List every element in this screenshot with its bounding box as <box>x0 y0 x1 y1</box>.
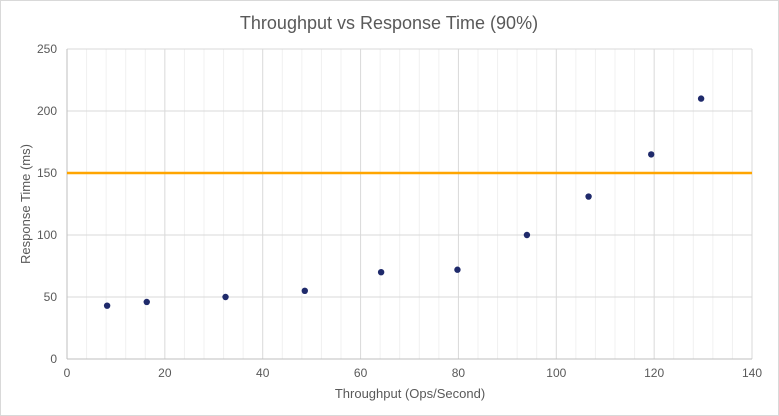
x-tick-label: 0 <box>64 366 71 380</box>
data-point <box>301 287 308 294</box>
x-tick-label: 80 <box>452 366 466 380</box>
x-tick-label: 140 <box>742 366 762 380</box>
y-tick-label: 250 <box>37 42 57 56</box>
y-axis-label: Response Time (ms) <box>18 144 33 264</box>
y-tick-label: 0 <box>50 352 57 366</box>
y-tick-labels: 0 50 100 150 200 250 <box>37 42 57 366</box>
axes <box>66 49 752 360</box>
data-point <box>377 269 385 276</box>
data-point <box>103 302 111 309</box>
y-tick-label: 50 <box>44 290 58 304</box>
x-tick-labels: 0 20 40 60 80 100 120 140 <box>64 366 763 380</box>
data-point <box>454 266 461 273</box>
x-tick-label: 120 <box>644 366 664 380</box>
chart-title: Throughput vs Response Time (90%) <box>240 13 538 33</box>
data-point <box>648 151 655 158</box>
data-point <box>523 231 531 239</box>
y-tick-label: 100 <box>37 228 57 242</box>
minor-gridlines <box>86 49 733 359</box>
major-gridlines <box>67 48 753 359</box>
data-point <box>143 298 150 306</box>
x-tick-label: 40 <box>256 366 270 380</box>
data-points <box>103 95 705 309</box>
x-tick-label: 20 <box>158 366 172 380</box>
x-tick-label: 60 <box>354 366 368 380</box>
data-point <box>697 95 705 102</box>
data-point <box>585 193 592 200</box>
y-tick-label: 150 <box>37 166 57 180</box>
data-point <box>222 293 229 301</box>
y-tick-label: 200 <box>37 104 57 118</box>
x-tick-label: 100 <box>546 366 566 380</box>
x-axis-label: Throughput (Ops/Second) <box>335 386 485 401</box>
